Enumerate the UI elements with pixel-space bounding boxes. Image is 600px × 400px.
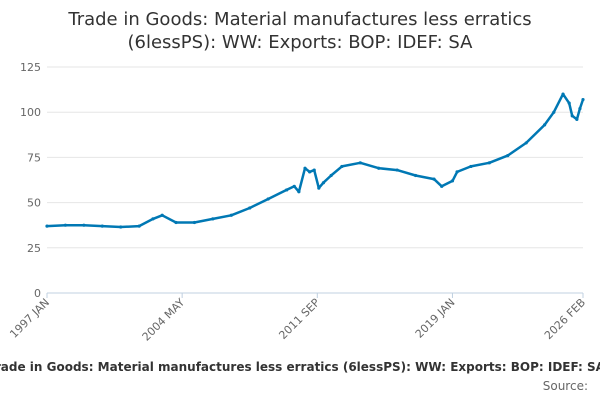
y-tick-label: 125 [20, 61, 41, 74]
x-tick-label: 1997 JAN [7, 296, 52, 341]
data-point[interactable] [292, 184, 296, 188]
data-point[interactable] [82, 223, 86, 227]
series-group [45, 92, 585, 229]
data-point[interactable] [312, 168, 316, 172]
data-point[interactable] [303, 166, 307, 170]
data-point[interactable] [413, 173, 418, 178]
data-point[interactable] [561, 92, 565, 96]
data-point[interactable] [570, 114, 574, 118]
x-axis: 1997 JAN 2004 MAY 2011 SEP 2019 JAN 2026 FEB [7, 292, 588, 344]
data-point[interactable] [321, 181, 326, 185]
data-point[interactable] [174, 220, 178, 225]
y-tick-label: 25 [27, 242, 41, 255]
y-axis: 0 25 50 75 100 125 [20, 61, 41, 300]
chart-title-line-2: (6lessPS): WW: Exports: BOP: IDEF: SA [127, 32, 473, 53]
data-point[interactable] [578, 106, 582, 111]
y-tick-label: 0 [34, 287, 41, 300]
data-point[interactable] [119, 225, 123, 229]
data-point[interactable] [266, 197, 270, 201]
data-point[interactable] [229, 213, 233, 217]
data-point[interactable] [211, 217, 215, 221]
data-point[interactable] [63, 223, 68, 227]
data-point[interactable] [340, 164, 344, 169]
data-point[interactable] [450, 179, 455, 183]
x-tick-label: 2026 FEB [542, 296, 588, 342]
data-point[interactable] [308, 170, 312, 174]
series-line[interactable] [45, 92, 585, 229]
data-point[interactable] [440, 184, 444, 188]
legend-item[interactable]: Trade in Goods: Material manufactures le… [0, 360, 600, 374]
y-tick-label: 100 [20, 106, 41, 119]
data-point[interactable] [524, 141, 528, 145]
data-point[interactable] [395, 168, 399, 172]
x-tick-label: 2004 MAY [140, 296, 188, 344]
data-point[interactable] [552, 110, 556, 114]
x-tick-label: 2019 JAN [413, 296, 458, 341]
chart-title-line-1: Trade in Goods: Material manufactures le… [67, 9, 531, 30]
data-point[interactable] [358, 161, 362, 165]
data-point[interactable] [137, 224, 141, 228]
data-point[interactable] [567, 101, 571, 105]
data-point[interactable] [192, 220, 197, 225]
data-point[interactable] [432, 177, 436, 181]
y-tick-label: 75 [27, 151, 41, 164]
data-point[interactable] [329, 173, 333, 178]
data-point[interactable] [248, 206, 252, 210]
gridlines [47, 66, 583, 294]
y-tick-label: 50 [27, 197, 41, 210]
data-point[interactable] [45, 224, 49, 228]
data-point[interactable] [160, 213, 164, 217]
data-point[interactable] [284, 188, 289, 192]
data-point[interactable] [581, 97, 585, 102]
data-point[interactable] [377, 166, 381, 170]
data-point[interactable] [575, 117, 579, 122]
data-point[interactable] [469, 164, 473, 169]
data-point[interactable] [297, 190, 301, 194]
data-point[interactable] [506, 153, 510, 158]
x-tick-label: 2011 SEP [276, 296, 322, 342]
data-point[interactable] [455, 170, 459, 174]
data-point[interactable] [317, 186, 321, 190]
data-point[interactable] [151, 217, 155, 221]
data-point[interactable] [543, 123, 547, 127]
data-point[interactable] [100, 224, 104, 228]
source-label: Source: [543, 379, 588, 393]
data-point[interactable] [487, 161, 491, 165]
